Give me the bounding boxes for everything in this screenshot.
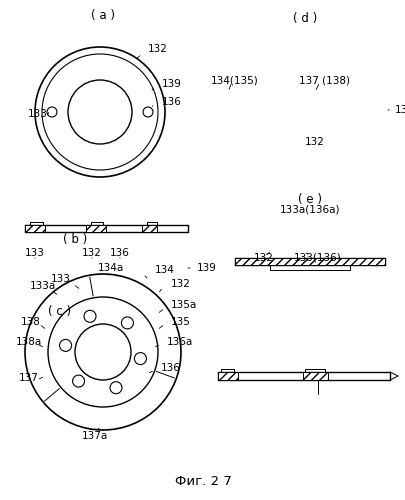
Text: 132: 132 bbox=[304, 137, 324, 147]
Text: 134(135): 134(135) bbox=[211, 75, 258, 85]
Text: ( e ): ( e ) bbox=[297, 194, 321, 206]
Text: 133: 133 bbox=[25, 248, 45, 258]
Text: 139: 139 bbox=[162, 79, 181, 89]
Bar bbox=[302, 372, 327, 380]
Text: 136a: 136a bbox=[166, 337, 193, 347]
Bar bbox=[86, 225, 106, 232]
Text: ( d ): ( d ) bbox=[292, 12, 316, 24]
Text: 134: 134 bbox=[155, 265, 175, 275]
Text: ( b ): ( b ) bbox=[63, 234, 87, 246]
Text: 136: 136 bbox=[162, 97, 181, 107]
Text: Фиг. 2 7: Фиг. 2 7 bbox=[174, 476, 231, 488]
Text: 132: 132 bbox=[254, 253, 273, 263]
Text: 136: 136 bbox=[110, 248, 130, 258]
Text: 137 (138): 137 (138) bbox=[299, 75, 350, 85]
Bar bbox=[25, 225, 45, 232]
Bar bbox=[142, 225, 157, 232]
Text: 138: 138 bbox=[21, 317, 41, 327]
Bar bbox=[217, 372, 237, 380]
Text: 133a(136a): 133a(136a) bbox=[279, 205, 339, 215]
Text: ( c ): ( c ) bbox=[48, 306, 71, 318]
Text: 139: 139 bbox=[394, 105, 405, 115]
Text: 133: 133 bbox=[28, 109, 48, 119]
Text: 135: 135 bbox=[171, 317, 190, 327]
Text: 138a: 138a bbox=[16, 337, 42, 347]
Text: ( a ): ( a ) bbox=[91, 8, 115, 22]
Text: 133(136): 133(136) bbox=[293, 253, 341, 263]
Text: 133: 133 bbox=[51, 274, 71, 284]
Text: 136: 136 bbox=[161, 363, 181, 373]
Text: 133a: 133a bbox=[30, 281, 56, 291]
Bar bbox=[234, 258, 384, 265]
Text: 132: 132 bbox=[171, 279, 190, 289]
Text: 137a: 137a bbox=[82, 431, 108, 441]
Text: 132: 132 bbox=[82, 248, 102, 258]
Text: 135a: 135a bbox=[171, 300, 197, 310]
Text: 134a: 134a bbox=[98, 263, 124, 273]
Text: 132: 132 bbox=[148, 44, 167, 54]
Text: 139: 139 bbox=[196, 263, 216, 273]
Text: 137: 137 bbox=[19, 373, 39, 383]
